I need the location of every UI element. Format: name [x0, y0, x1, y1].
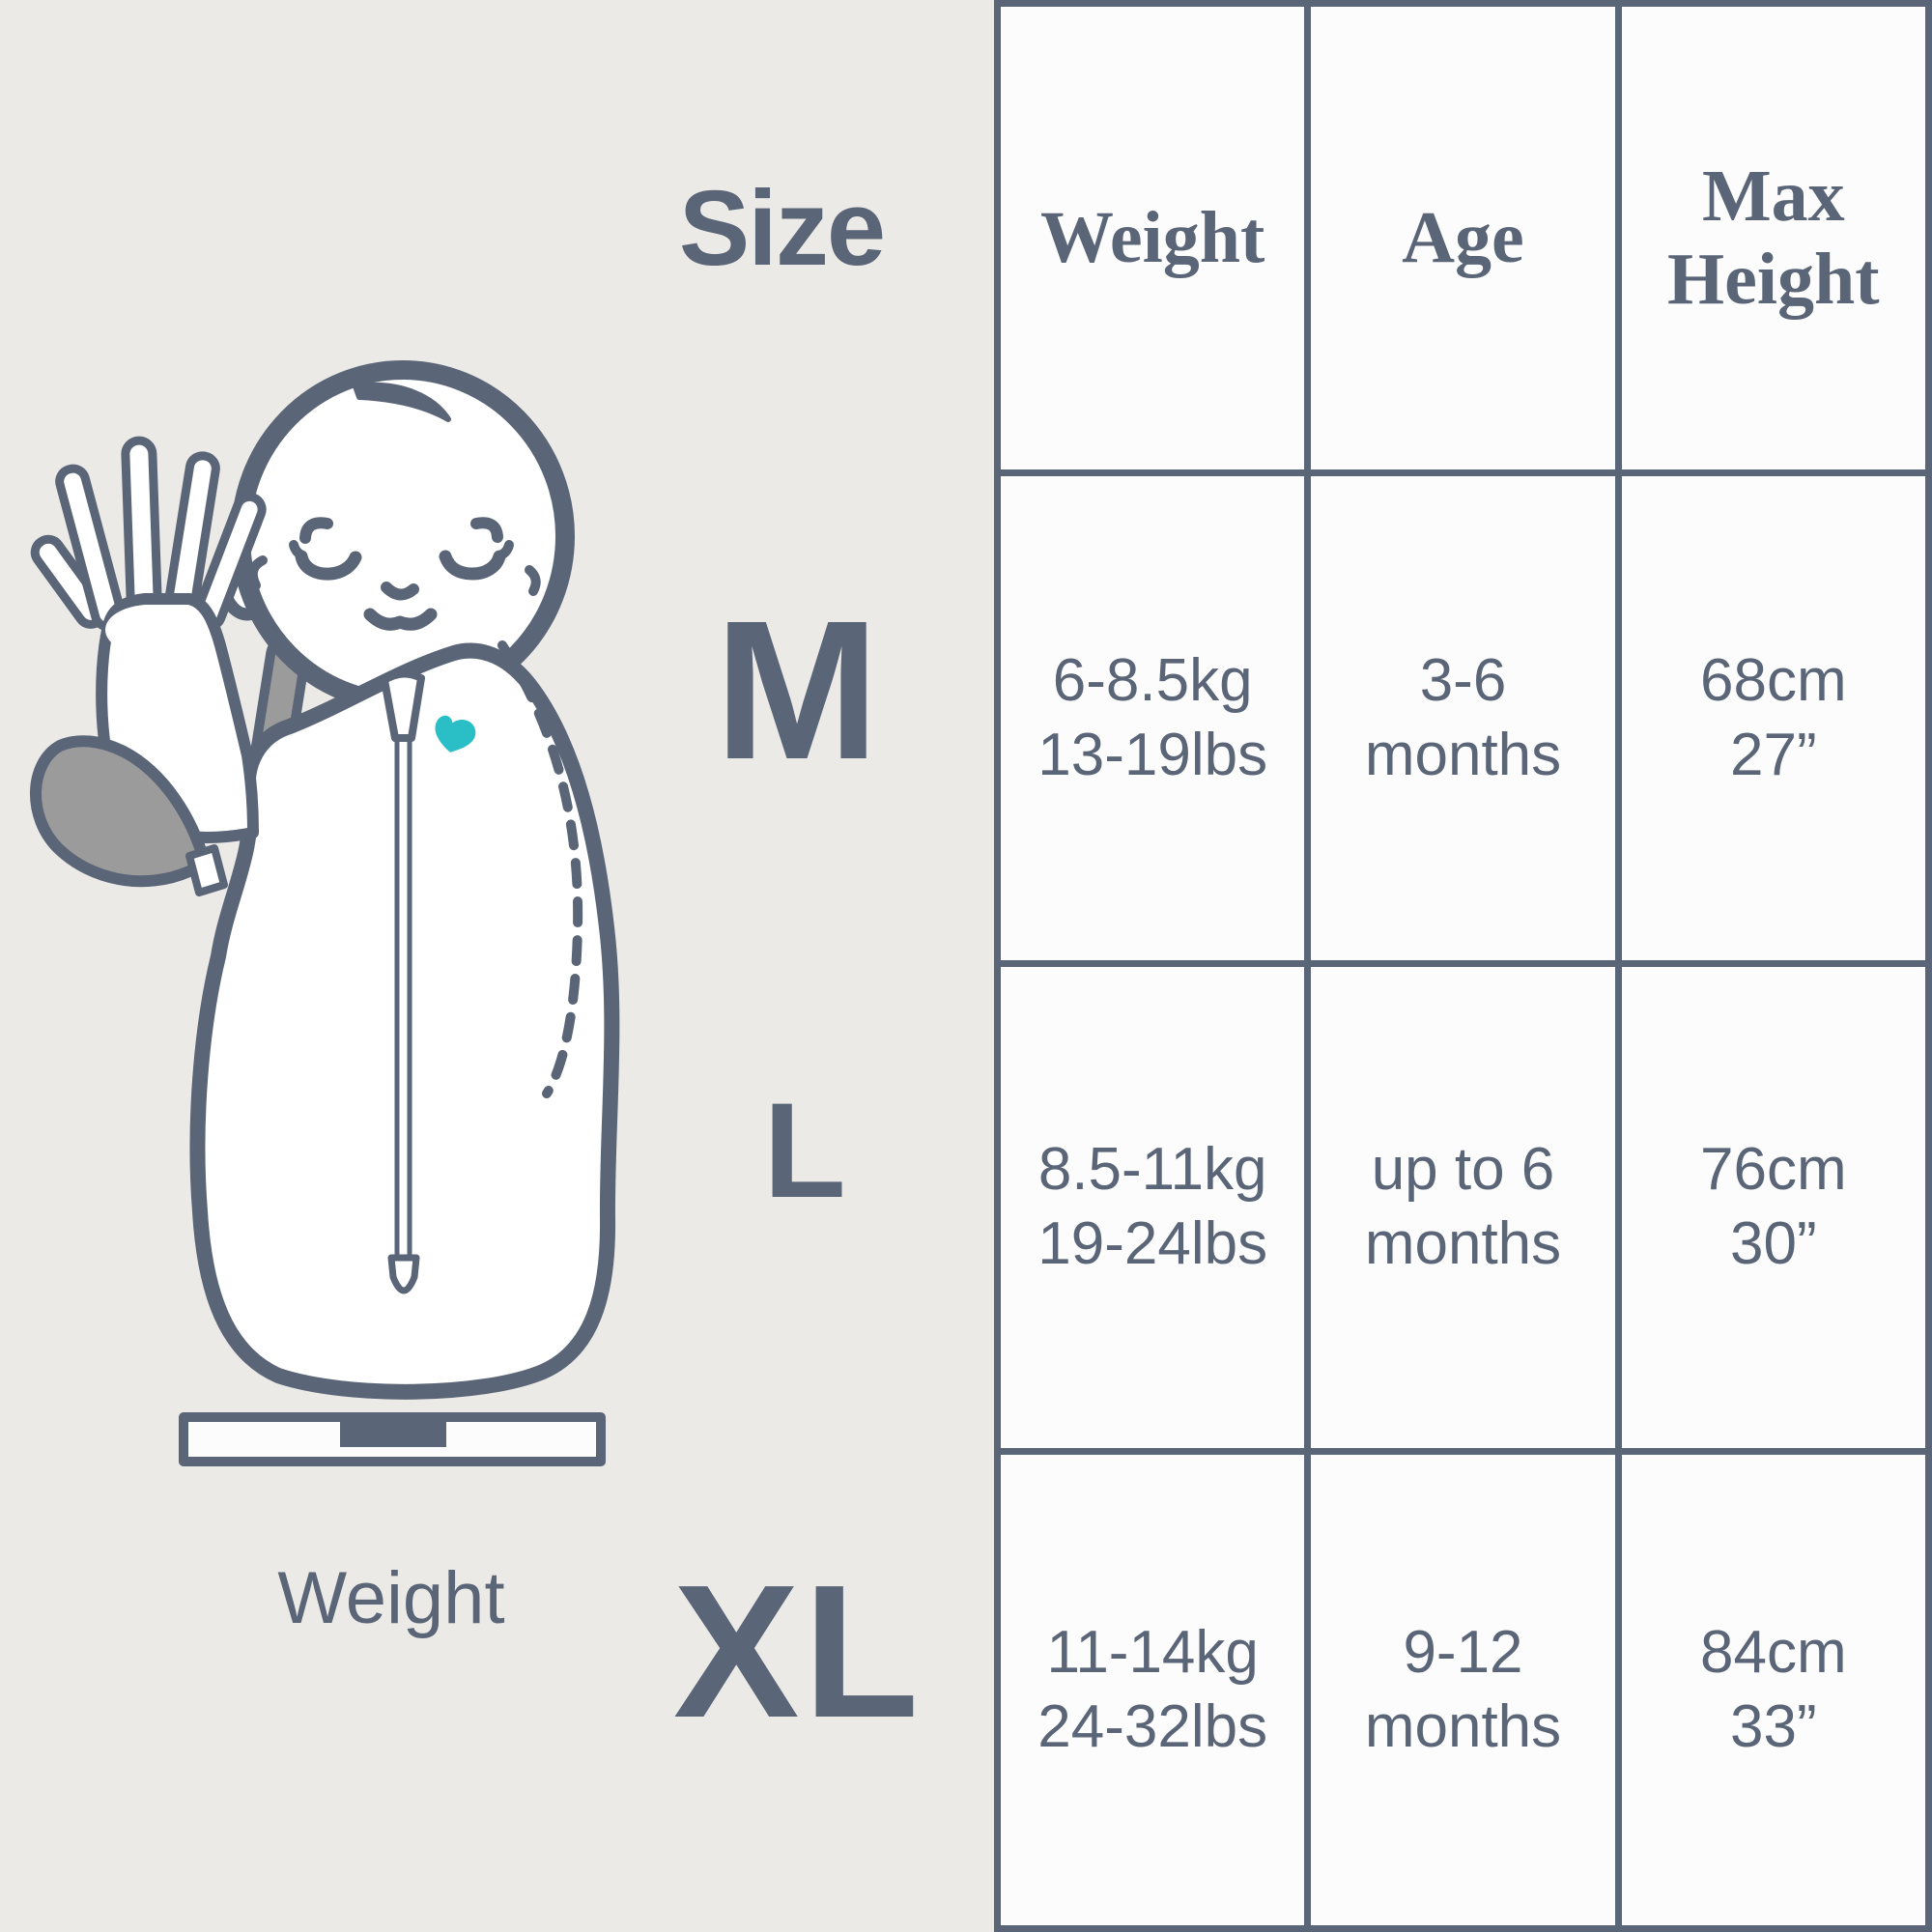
eyebrow-left — [299, 517, 333, 544]
scale-weight-caption: Weight — [277, 1557, 505, 1639]
cell-xl-weight: 11-14kg 24-32lbs — [1001, 1455, 1305, 1925]
eyebrow-right — [470, 517, 503, 543]
cell-l-age: up to 6 months — [1311, 967, 1615, 1448]
size-column-title: Size — [678, 169, 886, 288]
header-age: Age — [1311, 7, 1615, 469]
flap-tag — [185, 844, 228, 896]
size-label-m: M — [714, 580, 880, 801]
scale-icon — [179, 1412, 606, 1466]
eye-right — [439, 550, 506, 581]
size-chart-table: Weight Age Max Height 6-8.5kg 13-19lbs 3… — [994, 0, 1932, 1932]
eye-left — [295, 550, 362, 581]
baby-swaddle-illustration — [30, 360, 620, 1466]
cell-l-weight: 8.5-11kg 19-24lbs — [1001, 967, 1305, 1448]
cell-xl-max-height: 84cm 33” — [1621, 1455, 1925, 1925]
nose — [381, 582, 419, 601]
swaddle-body — [189, 640, 620, 1400]
baby-head — [231, 360, 575, 712]
size-label-xl: XL — [672, 1546, 923, 1757]
cell-l-max-height: 76cm 30” — [1621, 967, 1925, 1448]
cell-m-max-height: 68cm 27” — [1621, 476, 1925, 960]
cell-m-age: 3-6 months — [1311, 476, 1615, 960]
swaddle-wing-flap — [30, 735, 228, 896]
zipper-icon — [381, 669, 425, 1294]
header-weight: Weight — [1001, 7, 1305, 469]
hair-curl-icon — [353, 382, 451, 422]
header-max-height: Max Height — [1621, 7, 1925, 469]
cell-xl-age: 9-12 months — [1311, 1455, 1615, 1925]
arm-seam-dashed — [497, 640, 583, 1098]
cell-m-weight: 6-8.5kg 13-19lbs — [1001, 476, 1305, 960]
smile — [363, 608, 438, 631]
illustration-panel: Size — [30, 169, 923, 1757]
heart-icon — [435, 715, 476, 753]
size-label-l: L — [763, 1074, 846, 1226]
